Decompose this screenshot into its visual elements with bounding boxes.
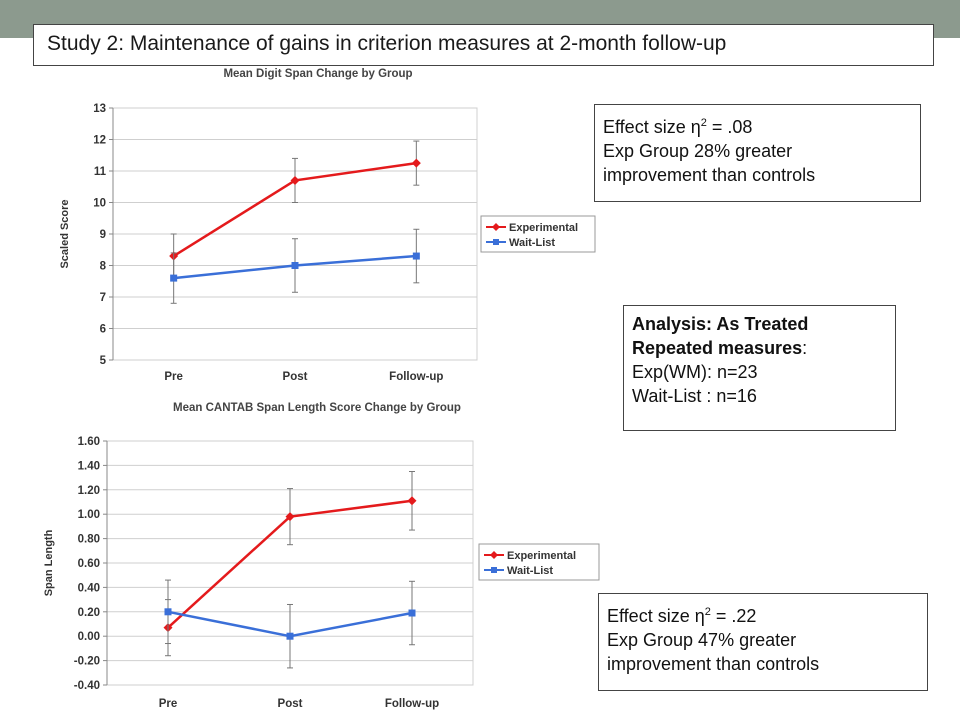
- analysis-method-rest: :: [802, 338, 808, 358]
- y-tick-label: 7: [100, 292, 106, 304]
- legend-marker: [491, 567, 497, 573]
- y-axis-label: Scaled Score: [59, 199, 71, 268]
- y-tick-label: 1.20: [78, 485, 100, 497]
- y-axis-label: Span Length: [43, 529, 55, 596]
- x-tick-label: Follow-up: [389, 371, 443, 383]
- legend-label: Experimental: [509, 222, 578, 234]
- slide-title: Study 2: Maintenance of gains in criteri…: [47, 32, 727, 55]
- x-tick-label: Post: [283, 371, 308, 383]
- effect-size-line: Effect size η2 = .08: [603, 111, 912, 139]
- improvement-line-2: improvement than controls: [603, 165, 816, 185]
- effect-size-sup: 2: [700, 117, 707, 129]
- data-point: [408, 609, 416, 617]
- data-point: [285, 512, 295, 522]
- chart-title: Mean Digit Span Change by Group: [223, 68, 413, 80]
- legend-marker: [492, 223, 500, 231]
- y-tick-label: 11: [94, 166, 107, 178]
- effect-size-value: = .08: [706, 117, 753, 137]
- data-point: [291, 262, 299, 269]
- y-tick-label: 13: [93, 103, 106, 115]
- legend-marker: [490, 551, 498, 559]
- y-tick-label: 10: [93, 198, 106, 210]
- y-tick-label: 0.40: [78, 582, 100, 594]
- legend-marker: [493, 239, 499, 245]
- slide-title-box: Study 2: Maintenance of gains in criteri…: [33, 24, 934, 66]
- data-point: [411, 158, 421, 168]
- effect-size-line: Effect size η2 = .22: [607, 600, 919, 628]
- data-point: [164, 608, 172, 616]
- y-tick-label: 0.60: [78, 558, 100, 570]
- x-tick-label: Post: [278, 698, 303, 710]
- cantab-span-chart-plot: -0.40 -0.20 0.00 0.20 0.40 0.60 0.80 1.00 1.20 1.…: [43, 436, 600, 710]
- y-tick-label: 1.40: [78, 460, 100, 472]
- y-tick-label: 6: [100, 324, 106, 336]
- analysis-method: Repeated measures:: [632, 336, 887, 360]
- data-point: [286, 632, 294, 640]
- analysis-waitlist-n: Wait-List : n=16: [632, 386, 757, 406]
- legend-label: Experimental: [507, 550, 576, 562]
- cantab-span-chart: Mean CANTAB Span Length Score Change by …: [32, 398, 602, 716]
- effect-size-sup: 2: [704, 606, 711, 618]
- improvement-line-2: improvement than controls: [607, 654, 820, 674]
- digit-span-chart: Mean Digit Span Change by Group 5 6 7 8 9 10 1…: [40, 66, 596, 388]
- y-tick-label: 12: [93, 135, 106, 147]
- x-tick-label: Pre: [159, 698, 178, 710]
- effect-size-label: Effect size η: [603, 117, 701, 137]
- legend-label: Wait-List: [507, 565, 553, 577]
- x-tick-label: Follow-up: [385, 698, 439, 710]
- analysis-box: Analysis: As Treated Repeated measures: …: [623, 305, 896, 431]
- legend-label: Wait-List: [509, 237, 555, 249]
- y-tick-label: 5: [100, 355, 107, 367]
- y-tick-label: -0.20: [74, 656, 100, 668]
- x-tick-label: Pre: [164, 371, 183, 383]
- y-tick-label: 9: [100, 229, 106, 241]
- data-point: [170, 274, 178, 282]
- effect-size-label: Effect size η: [607, 606, 705, 626]
- digit-span-chart-plot: 5 6 7 8 9 10 11 12 13 Pre Post Follow-up Scaled Scor…: [59, 103, 596, 383]
- improvement-line: Exp Group 47% greater: [607, 630, 797, 650]
- analysis-heading: Analysis: As Treated: [632, 314, 809, 334]
- effect-size-value: = .22: [710, 606, 757, 626]
- legend-box: [478, 543, 600, 581]
- analysis-method-bold: Repeated measures: [632, 338, 803, 358]
- y-tick-label: 8: [100, 261, 107, 273]
- improvement-line: Exp Group 28% greater: [603, 141, 793, 161]
- data-point: [290, 175, 300, 185]
- y-tick-label: 1.00: [78, 509, 100, 521]
- chart-title: Mean CANTAB Span Length Score Change by …: [173, 402, 461, 414]
- effect-size-box-digit-span: Effect size η2 = .08 Exp Group 28% great…: [594, 104, 921, 202]
- data-point: [412, 252, 420, 260]
- y-tick-label: 0.80: [78, 534, 100, 546]
- y-tick-label: 0.00: [78, 631, 100, 643]
- legend-box: [480, 215, 596, 253]
- effect-size-box-cantab: Effect size η2 = .22 Exp Group 47% great…: [598, 593, 928, 691]
- data-point: [407, 496, 417, 506]
- y-tick-label: 0.20: [78, 607, 100, 619]
- y-tick-label: -0.40: [74, 680, 100, 692]
- analysis-exp-n: Exp(WM): n=23: [632, 362, 758, 382]
- y-tick-label: 1.60: [78, 436, 100, 448]
